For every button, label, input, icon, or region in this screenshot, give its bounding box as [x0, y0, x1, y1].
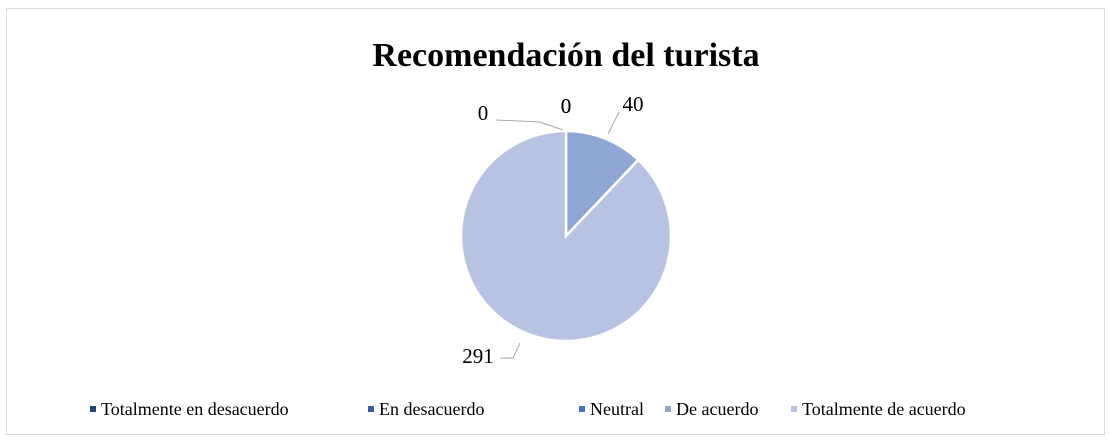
legend-label: Totalmente en desacuerdo: [101, 399, 289, 419]
leader-line: [500, 342, 521, 359]
legend-label: De acuerdo: [676, 399, 758, 419]
legend-swatch: [368, 406, 374, 412]
data-label: 291: [462, 344, 494, 368]
legend-swatch: [665, 406, 671, 412]
leader-line: [607, 111, 620, 135]
leader-line: [495, 119, 564, 131]
legend-label: Neutral: [590, 399, 644, 419]
legend-swatch: [579, 406, 585, 412]
legend-swatch: [90, 406, 96, 412]
chart-title: Recomendación del turista: [372, 37, 759, 74]
legend-label: Totalmente de acuerdo: [802, 399, 966, 419]
legend-label: En desacuerdo: [379, 399, 484, 419]
data-label: 40: [623, 92, 644, 116]
pie-slice: [459, 129, 673, 343]
legend-swatch: [791, 406, 797, 412]
data-label: 0: [561, 94, 572, 118]
data-label: 0: [478, 101, 489, 125]
data-label: 0: [561, 94, 572, 118]
pie-slice: [564, 129, 641, 240]
